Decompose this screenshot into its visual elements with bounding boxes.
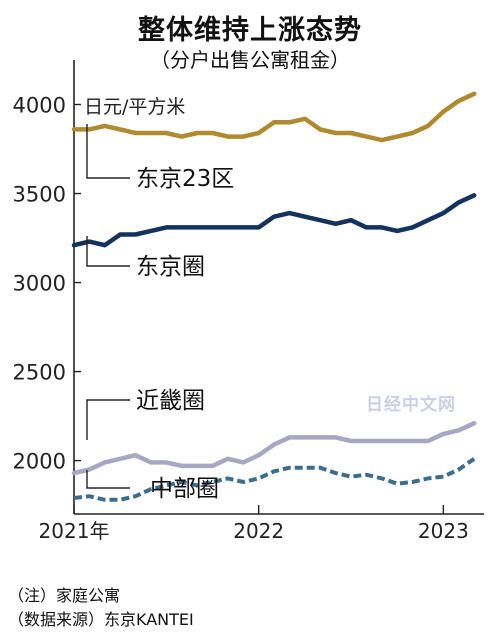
series-label: 东京23区 bbox=[136, 166, 234, 192]
series-line-1 bbox=[71, 193, 477, 248]
source-note: （数据来源）东京KANTEI bbox=[8, 610, 194, 629]
y-tick-label: 2000 bbox=[13, 450, 66, 474]
y-tick-label: 3000 bbox=[13, 272, 66, 296]
y-tick-label: 3500 bbox=[13, 183, 66, 207]
series-leader-line bbox=[86, 399, 130, 440]
watermark: 日经中文网 bbox=[366, 394, 456, 415]
series-label: 中部圈 bbox=[150, 476, 219, 502]
y-tick-label: 2500 bbox=[13, 361, 66, 385]
series-leader-line bbox=[86, 236, 130, 267]
series-line-2 bbox=[71, 420, 477, 476]
x-tick-label: 2023 bbox=[418, 519, 469, 543]
series-line-0 bbox=[71, 91, 477, 143]
series-label: 东京圈 bbox=[136, 254, 205, 280]
series-leader-line bbox=[86, 470, 130, 489]
x-tick-label: 2021年 bbox=[39, 519, 110, 543]
footnote: （注）家庭公寓 bbox=[8, 586, 121, 605]
y-tick-label: 4000 bbox=[13, 94, 66, 118]
series-label: 近畿圈 bbox=[136, 388, 205, 414]
y-axis-unit: 日元/平方米 bbox=[84, 96, 185, 118]
series-leader-line bbox=[86, 124, 130, 179]
chart-title: 整体维持上涨态势 bbox=[138, 15, 362, 46]
chart-subtitle: （分户出售公寓租金） bbox=[150, 48, 350, 72]
x-tick-label: 2022 bbox=[233, 519, 284, 543]
series-line-3 bbox=[73, 457, 476, 502]
